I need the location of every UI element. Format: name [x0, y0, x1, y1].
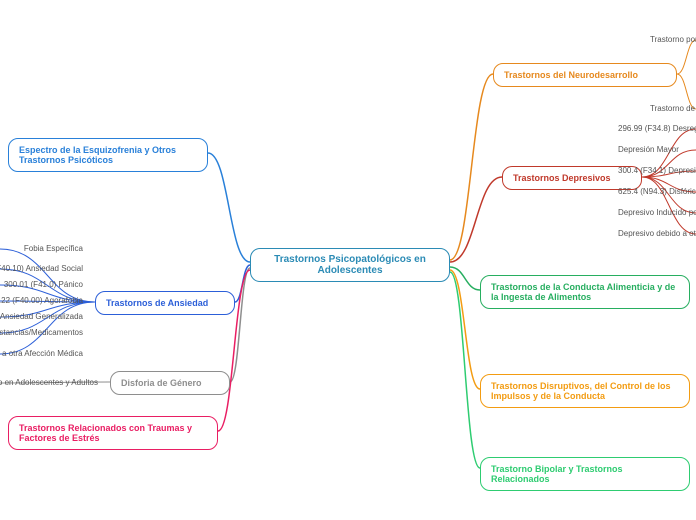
branch-disruptivos[interactable]: Trastornos Disruptivos, del Control de l…	[480, 374, 690, 408]
leaf-ansiedad-0[interactable]: Fobia Específica	[24, 244, 83, 253]
leaf-ansiedad-6[interactable]: do a otra Afección Médica	[0, 349, 83, 358]
leaf-depresivos-5[interactable]: Depresivo debido a otra A	[618, 229, 696, 238]
leaf-neuro-0[interactable]: Trastorno por	[650, 35, 696, 44]
leaf-depresivos-2[interactable]: 300.4 (F34.1) Depresivo P	[618, 166, 696, 175]
leaf-depresivos-3[interactable]: 625.4 (N94.3) Disfórico Pr	[618, 187, 696, 196]
center-node[interactable]: Trastornos Psicopatológicos en Adolescen…	[250, 248, 450, 282]
leaf-neuro-1[interactable]: Trastorno de T	[650, 104, 696, 113]
leaf-depresivos-0[interactable]: 296.99 (F34.8) Desregulac	[618, 124, 696, 133]
leaf-ansiedad-2[interactable]: 300.01 (F41.0) Pánico	[4, 280, 83, 289]
leaf-ansiedad-4[interactable]: 1) Ansiedad Generalizada	[0, 312, 83, 321]
leaf-ansiedad-1[interactable]: (F40.10) Ansiedad Social	[0, 264, 83, 273]
branch-genero[interactable]: Disforia de Género	[110, 371, 230, 395]
leaf-depresivos-1[interactable]: Depresión Mayor	[618, 145, 679, 154]
leaf-ansiedad-3[interactable]: 0.22 (F40.00) Agorafobia	[0, 296, 83, 305]
leaf-depresivos-4[interactable]: Depresivo Inducido por un	[618, 208, 696, 217]
branch-traumas[interactable]: Trastornos Relacionados con Traumas y Fa…	[8, 416, 218, 450]
branch-bipolar[interactable]: Trastorno Bipolar y Trastornos Relaciona…	[480, 457, 690, 491]
branch-ansiedad[interactable]: Trastornos de Ansiedad	[95, 291, 235, 315]
leaf-ansiedad-5[interactable]: Sustancias/Medicamentos	[0, 328, 83, 337]
branch-esquizo[interactable]: Espectro de la Esquizofrenia y Otros Tra…	[8, 138, 208, 172]
branch-alimenticia[interactable]: Trastornos de la Conducta Alimenticia y …	[480, 275, 690, 309]
leaf-genero-0[interactable]: énero en Adolescentes y Adultos	[0, 378, 98, 387]
branch-neuro[interactable]: Trastornos del Neurodesarrollo	[493, 63, 677, 87]
